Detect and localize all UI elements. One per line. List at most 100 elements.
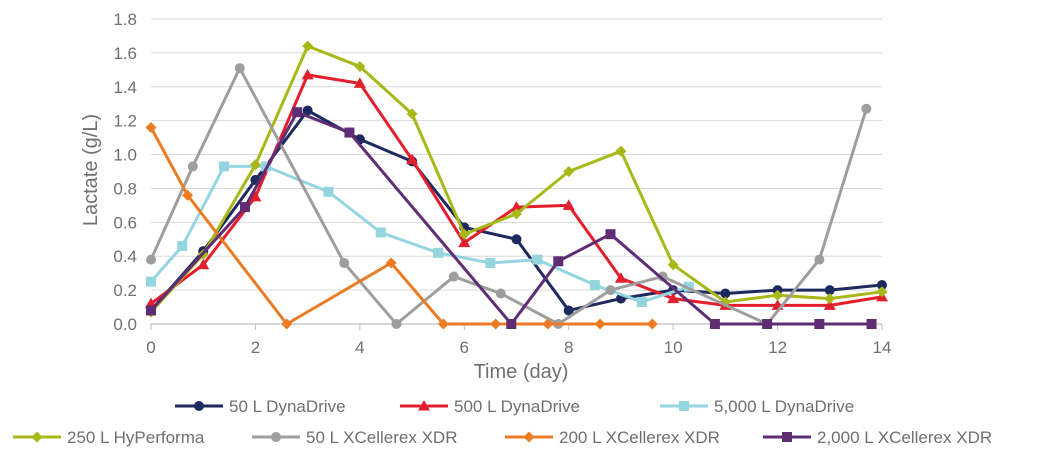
data-point <box>385 257 397 269</box>
data-point <box>234 63 245 74</box>
series-500-l-dynadrive <box>145 68 888 310</box>
data-point <box>615 145 627 157</box>
data-point <box>249 190 262 202</box>
data-point <box>877 280 887 291</box>
x-tick-label: 8 <box>564 338 573 357</box>
data-point <box>532 254 543 265</box>
x-tick-label: 6 <box>460 338 469 357</box>
legend-item: 200 L XCellerex XDR <box>505 428 720 447</box>
data-point <box>542 318 554 330</box>
data-point <box>187 161 198 172</box>
data-point <box>301 68 314 80</box>
data-point <box>458 236 471 248</box>
x-tick-label: 12 <box>768 338 787 357</box>
legend-swatch-marker <box>271 432 281 442</box>
data-point <box>177 241 188 252</box>
series-2-000-l-xcellerex-xdr <box>146 107 877 329</box>
data-point <box>772 289 784 301</box>
data-point <box>339 258 350 268</box>
legend-item: 2,000 L XCellerex XDR <box>763 428 992 447</box>
data-point <box>458 228 470 240</box>
data-point <box>614 272 627 283</box>
legend-swatch-marker <box>31 431 43 443</box>
legend-label: 5,000 L DynaDrive <box>714 397 854 416</box>
data-point <box>709 319 720 329</box>
data-point <box>302 40 314 52</box>
y-tick-label: 1.4 <box>113 78 137 97</box>
data-point <box>437 318 449 330</box>
data-point <box>353 77 366 88</box>
legend-item: 500 L DynaDrive <box>400 397 580 416</box>
data-point <box>406 153 419 165</box>
legend-label: 250 L HyPerforma <box>67 428 205 447</box>
tick-labels: 0.0 0.2 0.4 0.6 0.8 1.0 1.2 1.4 1.6 1.8 0 2 4 6 8 10 12 1… <box>113 10 891 357</box>
legend-swatch-marker <box>194 401 204 411</box>
y-tick-label: 1.6 <box>113 44 137 63</box>
y-axis-title: Lactate (g/L) <box>80 114 102 226</box>
data-point <box>146 276 156 287</box>
legend-label: 500 L DynaDrive <box>454 397 580 416</box>
data-series <box>145 40 888 330</box>
y-tick-label: 0.6 <box>113 213 137 232</box>
legend-item: 50 L XCellerex XDR <box>252 428 458 447</box>
data-point <box>323 186 334 197</box>
data-point <box>646 318 658 330</box>
data-point <box>511 208 522 220</box>
data-point <box>667 259 679 271</box>
data-point <box>824 293 836 305</box>
data-point <box>667 292 680 304</box>
data-point <box>490 318 502 330</box>
data-point <box>589 280 600 291</box>
y-tick-label: 1.2 <box>113 112 137 131</box>
data-point <box>485 258 496 268</box>
series-200-l-xcellerex-xdr <box>145 121 658 330</box>
legend-label: 2,000 L XCellerex XDR <box>817 428 992 447</box>
data-point <box>406 108 418 120</box>
series-line <box>149 164 690 304</box>
y-tick-label: 0.4 <box>113 247 137 266</box>
data-point <box>762 319 773 329</box>
data-point <box>823 299 836 310</box>
x-axis-title: Time (day) <box>474 361 569 383</box>
data-point <box>302 105 313 116</box>
data-point <box>354 60 366 72</box>
data-point <box>511 234 522 245</box>
y-tick-label: 1.8 <box>113 10 137 29</box>
legend-swatch-marker <box>523 431 535 443</box>
data-point <box>563 305 574 316</box>
legend-label: 50 L DynaDrive <box>229 397 346 416</box>
data-point <box>219 161 230 172</box>
data-point <box>292 107 303 118</box>
data-point <box>281 318 293 330</box>
data-point <box>657 271 668 282</box>
data-point <box>824 285 835 296</box>
data-point <box>563 166 575 177</box>
data-point <box>197 258 210 270</box>
legend-item: 250 L HyPerforma <box>13 428 205 447</box>
data-point <box>605 229 616 240</box>
legend-swatch-marker <box>782 432 792 442</box>
data-point <box>433 247 444 258</box>
data-point <box>720 288 731 299</box>
y-tick-label: 0.8 <box>113 179 137 198</box>
legend: 50 L DynaDrive 500 L DynaDrive 5,000 L Dyn… <box>13 397 992 447</box>
data-point <box>145 121 157 133</box>
x-tick-label: 14 <box>873 338 892 357</box>
data-point <box>636 296 647 307</box>
data-point <box>876 286 888 298</box>
x-tick-label: 0 <box>146 338 155 357</box>
legend-label: 50 L XCellerex XDR <box>306 428 458 447</box>
legend-label: 200 L XCellerex XDR <box>559 428 720 447</box>
legend-item: 50 L DynaDrive <box>175 397 346 416</box>
data-point <box>391 319 402 329</box>
data-point <box>814 319 825 329</box>
data-point <box>553 256 564 267</box>
series-250-l-hyperforma <box>145 40 888 318</box>
x-tick-label: 4 <box>355 338 364 357</box>
x-tick-label: 10 <box>664 338 683 357</box>
data-point <box>344 127 355 138</box>
y-tick-label: 0.0 <box>113 315 137 334</box>
data-point <box>866 319 877 329</box>
data-point <box>146 305 156 316</box>
data-point <box>495 288 506 299</box>
